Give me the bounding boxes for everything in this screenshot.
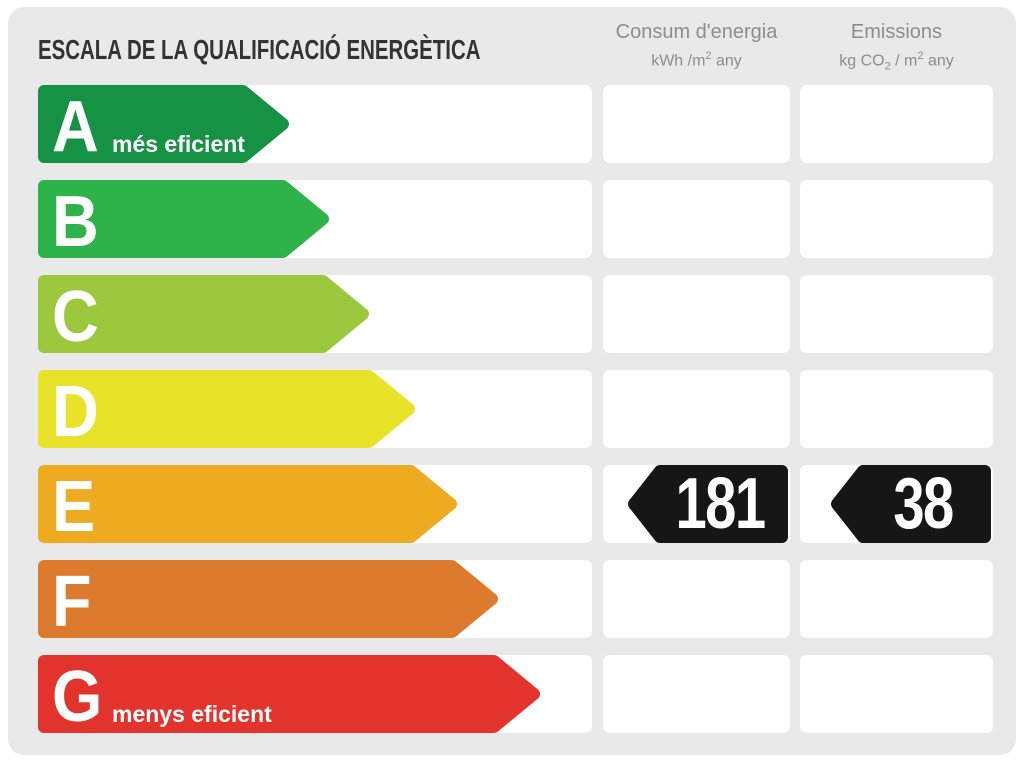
emissions-cell bbox=[800, 560, 993, 638]
emissions-cell bbox=[800, 370, 993, 448]
unit-subscript: 2 bbox=[884, 60, 891, 73]
rating-row: D bbox=[8, 370, 1016, 448]
emissions-column-unit: kg CO2 / m2 any bbox=[800, 50, 993, 73]
page-title: ESCALA DE LA QUALIFICACIÓ ENERGÈTICA bbox=[38, 34, 481, 65]
unit-text: any bbox=[923, 52, 954, 70]
consumption-cell bbox=[603, 275, 790, 353]
grade-arrow-icon bbox=[38, 560, 498, 638]
grade-letter: G bbox=[52, 657, 103, 737]
grade-strip: D bbox=[38, 370, 592, 448]
emissions-cell bbox=[800, 180, 993, 258]
consumption-value-arrow: 181 bbox=[628, 464, 788, 544]
left-pointer-icon bbox=[831, 465, 991, 543]
consumption-cell bbox=[603, 85, 790, 163]
consumption-cell bbox=[603, 655, 790, 733]
consumption-cell bbox=[603, 370, 790, 448]
rating-row: G menys eficient bbox=[8, 655, 1016, 733]
rating-row: B bbox=[8, 180, 1016, 258]
grade-letter: C bbox=[52, 277, 99, 357]
emissions-value-arrow: 38 bbox=[831, 464, 991, 544]
consumption-column-title: Consum d'energia bbox=[615, 21, 778, 43]
consumption-cell bbox=[603, 180, 790, 258]
consumption-column-header: Consum d'energia kWh /m2 any bbox=[603, 21, 790, 70]
left-pointer-icon bbox=[628, 465, 788, 543]
grade-arrow-icon bbox=[38, 465, 457, 543]
consumption-cell bbox=[603, 560, 790, 638]
grade-strip: A més eficient bbox=[38, 85, 592, 163]
rating-row: C bbox=[8, 275, 1016, 353]
grade-strip: E bbox=[38, 465, 592, 543]
emissions-column-title: Emissions bbox=[850, 21, 943, 43]
grade-strip: G menys eficient bbox=[38, 655, 592, 733]
grade-strip: B bbox=[38, 180, 592, 258]
rating-row: F bbox=[8, 560, 1016, 638]
grade-arrow-icon bbox=[38, 275, 369, 353]
grade-arrow-icon bbox=[38, 180, 329, 258]
emissions-cell: 38 bbox=[800, 464, 993, 544]
rating-row: A més eficient bbox=[8, 85, 1016, 163]
grade-strip: F bbox=[38, 560, 592, 638]
rating-rows: A més eficient B C D bbox=[8, 7, 1016, 755]
unit-text: any bbox=[711, 52, 742, 70]
emissions-cell bbox=[800, 85, 993, 163]
emissions-cell bbox=[800, 655, 993, 733]
grade-letter: D bbox=[52, 372, 99, 452]
unit-text: kWh /m bbox=[651, 52, 706, 70]
consumption-cell: 181 bbox=[603, 464, 790, 544]
rating-row: E 181 38 bbox=[8, 464, 1016, 544]
grade-arrow-icon bbox=[38, 85, 289, 163]
grade-arrow-icon bbox=[38, 370, 415, 448]
emissions-column-header: Emissions kg CO2 / m2 any bbox=[800, 21, 993, 73]
energy-label-panel: ESCALA DE LA QUALIFICACIÓ ENERGÈTICA Con… bbox=[8, 7, 1016, 755]
unit-text: / m bbox=[890, 52, 918, 70]
consumption-column-unit: kWh /m2 any bbox=[603, 50, 790, 70]
consumption-value: 181 bbox=[675, 464, 766, 544]
grade-letter: E bbox=[52, 467, 96, 547]
grade-note: menys eficient bbox=[112, 701, 272, 727]
grade-strip: C bbox=[38, 275, 592, 353]
unit-text: kg CO bbox=[839, 52, 885, 70]
emissions-cell bbox=[800, 275, 993, 353]
unit-superscript: 2 bbox=[917, 50, 924, 62]
grade-letter: A bbox=[52, 87, 99, 167]
grade-letter: F bbox=[52, 562, 92, 642]
grade-letter: B bbox=[52, 182, 99, 262]
grade-note: més eficient bbox=[112, 131, 245, 157]
grade-arrow-icon bbox=[38, 655, 540, 733]
emissions-value: 38 bbox=[893, 464, 954, 544]
unit-superscript: 2 bbox=[705, 50, 712, 62]
